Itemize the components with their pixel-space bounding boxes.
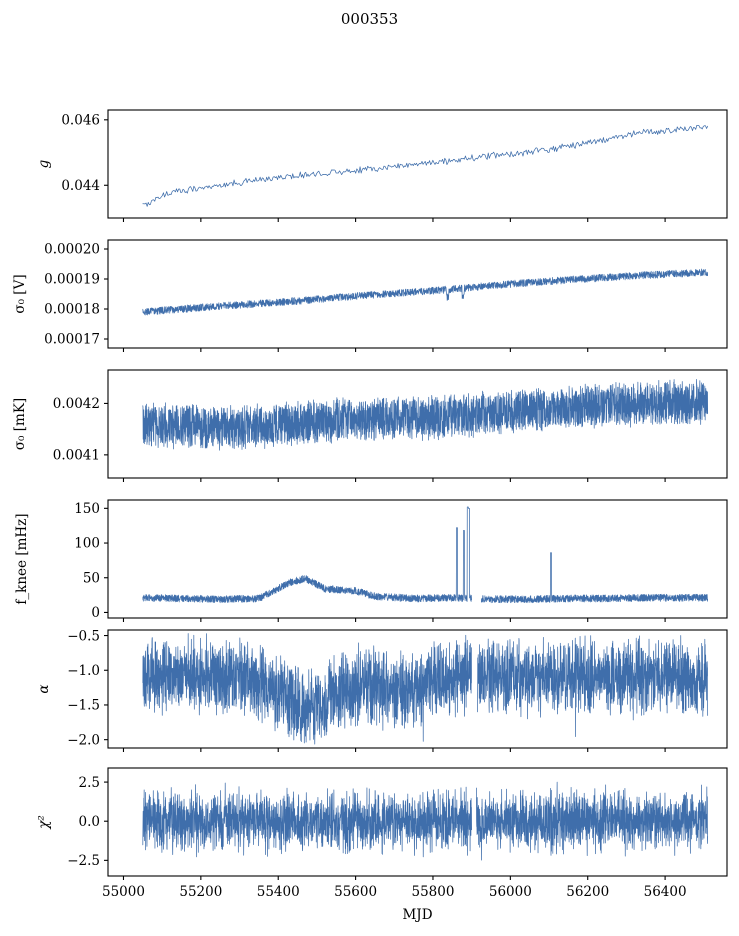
y-tick-label: 0.00020 [44, 242, 100, 258]
data-trace [142, 506, 709, 604]
panel-chi-2: −2.5 0.0 2.5 55000 55200 55400 55600 55800 56000… [36, 767, 728, 900]
y-tick-label: 0.0042 [53, 396, 100, 412]
y-tick-label: 150 [74, 501, 100, 517]
axes-frame [107, 629, 728, 749]
panel-sigma-0-mk-: 0.0041 0.0042 σ₀ [mK] [12, 369, 728, 482]
y-axis-label: χ² [36, 815, 52, 830]
axes-frame [107, 369, 728, 479]
x-tick-label: 55600 [334, 884, 377, 900]
x-tick-label: 56000 [489, 884, 532, 900]
y-tick-label: 0.044 [61, 178, 100, 194]
x-tick-label: 56400 [644, 884, 687, 900]
y-tick-label: −0.5 [67, 628, 100, 644]
panel-g: 0.044 0.046 g [36, 109, 728, 222]
x-tick-label: 55800 [411, 884, 454, 900]
y-tick-label: 0.00018 [44, 302, 100, 318]
y-tick-label: 100 [74, 536, 100, 552]
panel-f-knee-mhz-: 0 50 100 150 f_knee [mHz] [14, 499, 728, 622]
x-tick-label: 55200 [179, 884, 222, 900]
data-trace [142, 379, 709, 451]
x-axis-label: MJD [402, 907, 432, 923]
y-tick-label: 0.00019 [44, 272, 100, 288]
panel-alpha: −0.5 −1.0 −1.5 −2.0 α [36, 628, 728, 752]
y-tick-label: 0.00017 [44, 332, 100, 348]
x-tick-label: 55400 [257, 884, 300, 900]
y-tick-label: 50 [83, 570, 100, 586]
data-trace [142, 633, 709, 745]
y-tick-label: −1.0 [67, 663, 100, 679]
y-axis-label: σ₀ [mK] [12, 398, 28, 450]
axes-frame [107, 767, 728, 877]
x-tick-label: 56200 [566, 884, 609, 900]
y-tick-label: −1.5 [67, 698, 100, 714]
y-axis-label: g [36, 159, 52, 168]
data-trace [142, 125, 709, 207]
x-tick-label: 55000 [102, 884, 145, 900]
y-axis-label: σ₀ [V] [12, 274, 28, 313]
y-tick-label: −2.5 [67, 853, 100, 869]
y-tick-label: 0.046 [61, 113, 100, 129]
panel-sigma-0-v-: 0.00017 0.00018 0.00019 0.00020 σ₀ [V] [12, 239, 728, 352]
y-tick-label: 0.0041 [53, 448, 100, 464]
y-tick-label: 2.5 [79, 775, 100, 791]
y-tick-label: 0.0 [79, 814, 100, 830]
axes-frame [107, 499, 728, 619]
y-axis-label: α [36, 684, 52, 693]
y-axis-label: f_knee [mHz] [14, 513, 30, 604]
data-trace [142, 781, 709, 861]
y-tick-label: 0 [91, 605, 100, 621]
data-trace [142, 268, 709, 316]
figure-title: 000353 [341, 10, 398, 28]
y-tick-label: −2.0 [67, 732, 100, 748]
axes-frame [107, 239, 728, 349]
axes-frame [107, 109, 728, 219]
